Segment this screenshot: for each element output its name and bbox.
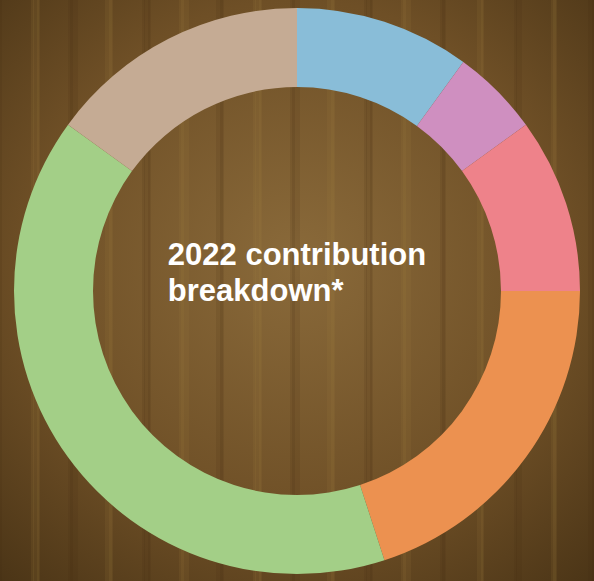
background-texture [0, 0, 594, 581]
texture-streak [588, 0, 590, 581]
slice [68, 8, 297, 171]
chart: 2022 contributionbreakdown* [0, 0, 594, 581]
slice [462, 125, 580, 291]
slice [14, 125, 384, 574]
slices [14, 8, 580, 574]
slice [360, 291, 580, 560]
texture-streak [590, 0, 594, 581]
title-line: 2022 contribution [168, 237, 426, 272]
background [0, 0, 594, 581]
texture-streak [0, 0, 2, 581]
title-line: breakdown* [168, 273, 345, 308]
title: 2022 contributionbreakdown* [168, 237, 426, 308]
